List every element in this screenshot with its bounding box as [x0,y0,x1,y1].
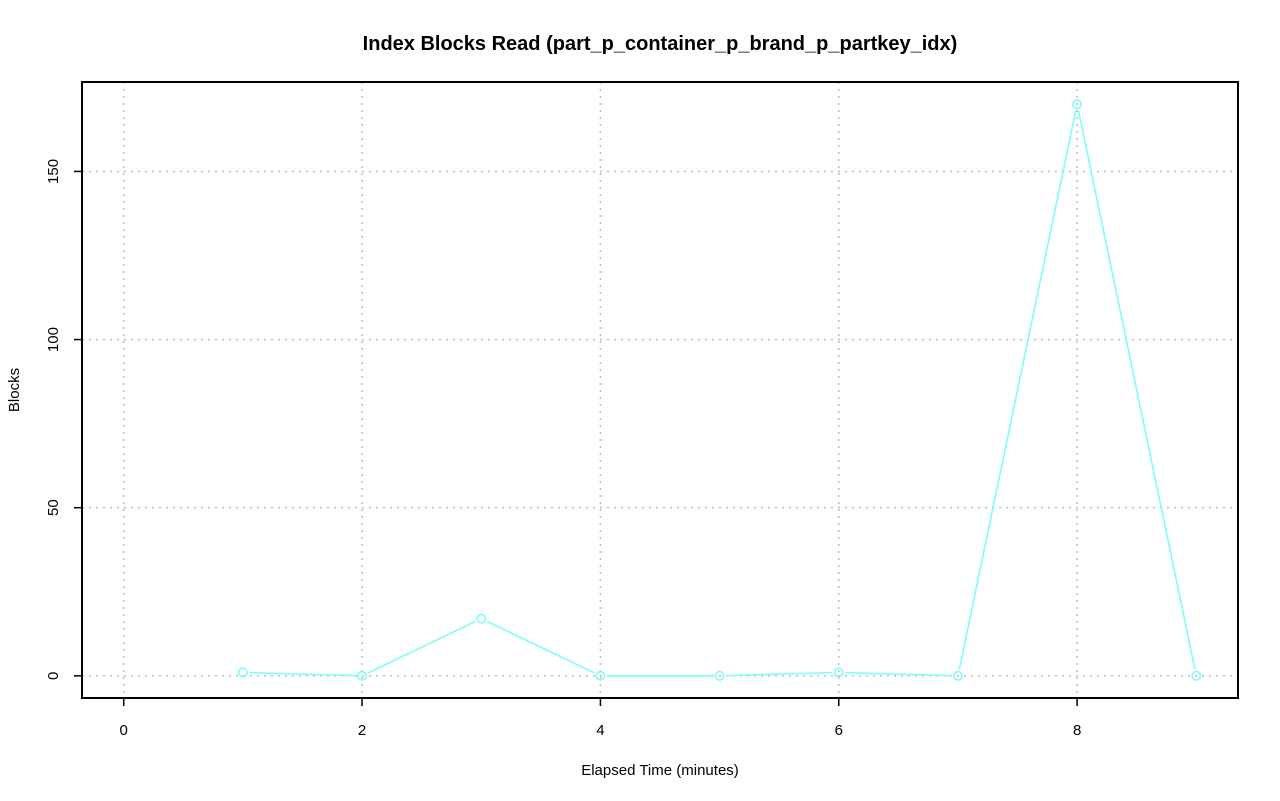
y-tick-label: 100 [45,327,62,352]
y-tick-label: 150 [45,159,62,184]
series-line-segment [249,671,356,677]
data-point [237,667,248,678]
series-line-segment [958,110,1077,670]
series-line-segment [845,671,952,677]
plot-area [237,99,1202,681]
data-point [833,667,844,678]
series-line-segment [726,671,833,677]
data-point [1072,99,1083,110]
chart-title: Index Blocks Read (part_p_container_p_br… [363,33,958,55]
data-point [714,670,725,681]
y-tick-label: 50 [45,499,62,516]
series-line-segment [1077,110,1196,670]
data-point [357,670,368,681]
data-point [1191,670,1202,681]
x-tick-label: 6 [835,722,843,739]
x-tick-label: 8 [1073,722,1081,739]
x-tick-label: 0 [120,722,128,739]
y-tick-label: 0 [45,672,62,680]
y-axis-label: Blocks [6,368,23,412]
x-tick-label: 4 [596,722,604,739]
axes: 0 2 4 6 8 0 50 100 150 [45,159,1081,739]
x-tick-label: 2 [358,722,366,739]
grid [82,82,1238,698]
data-point [952,670,963,681]
plot-frame [81,81,1239,699]
x-axis-label: Elapsed Time (minutes) [581,762,739,779]
data-point [476,613,487,624]
series-line-segment [367,620,476,674]
series-line-segment [486,620,595,674]
data-point [595,670,606,681]
